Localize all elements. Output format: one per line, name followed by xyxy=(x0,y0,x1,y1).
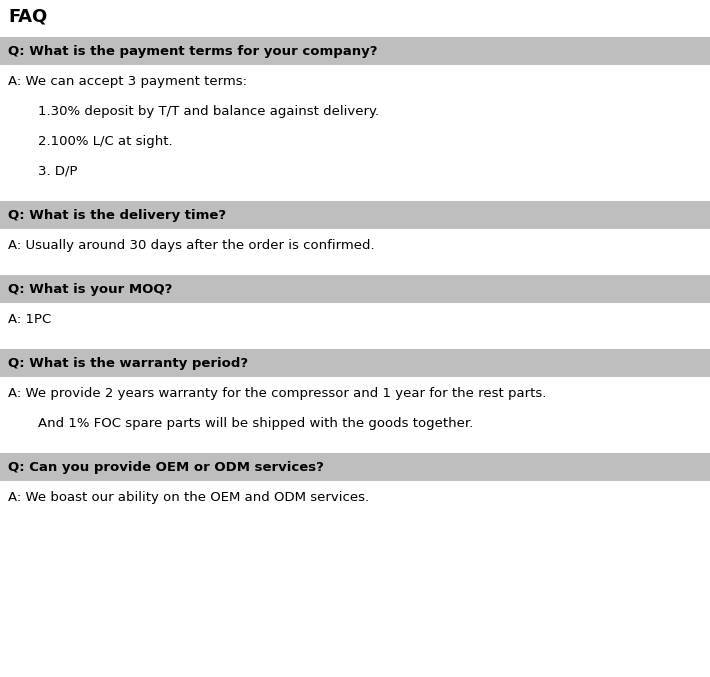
Bar xyxy=(0,349,710,377)
Text: Q: What is the warranty period?: Q: What is the warranty period? xyxy=(8,357,248,370)
Bar xyxy=(0,453,710,481)
Text: And 1% FOC spare parts will be shipped with the goods together.: And 1% FOC spare parts will be shipped w… xyxy=(38,417,474,430)
Text: A: We can accept 3 payment terms:: A: We can accept 3 payment terms: xyxy=(8,75,247,88)
Text: Q: What is the delivery time?: Q: What is the delivery time? xyxy=(8,209,226,221)
Text: Q: What is your MOQ?: Q: What is your MOQ? xyxy=(8,282,173,295)
Bar xyxy=(0,201,710,229)
Bar xyxy=(0,37,710,65)
Text: A: We provide 2 years warranty for the compressor and 1 year for the rest parts.: A: We provide 2 years warranty for the c… xyxy=(8,387,547,400)
Text: A: We boast our ability on the OEM and ODM services.: A: We boast our ability on the OEM and O… xyxy=(8,491,369,504)
Bar xyxy=(0,275,710,303)
Text: FAQ: FAQ xyxy=(8,7,48,25)
Text: 2.100% L/C at sight.: 2.100% L/C at sight. xyxy=(38,135,173,148)
Text: A: 1PC: A: 1PC xyxy=(8,313,51,326)
Text: A: Usually around 30 days after the order is confirmed.: A: Usually around 30 days after the orde… xyxy=(8,239,375,252)
Text: Q: Can you provide OEM or ODM services?: Q: Can you provide OEM or ODM services? xyxy=(8,460,324,473)
Text: 3. D/P: 3. D/P xyxy=(38,165,77,178)
Text: 1.30% deposit by T/T and balance against delivery.: 1.30% deposit by T/T and balance against… xyxy=(38,105,379,118)
Text: Q: What is the payment terms for your company?: Q: What is the payment terms for your co… xyxy=(8,45,378,58)
